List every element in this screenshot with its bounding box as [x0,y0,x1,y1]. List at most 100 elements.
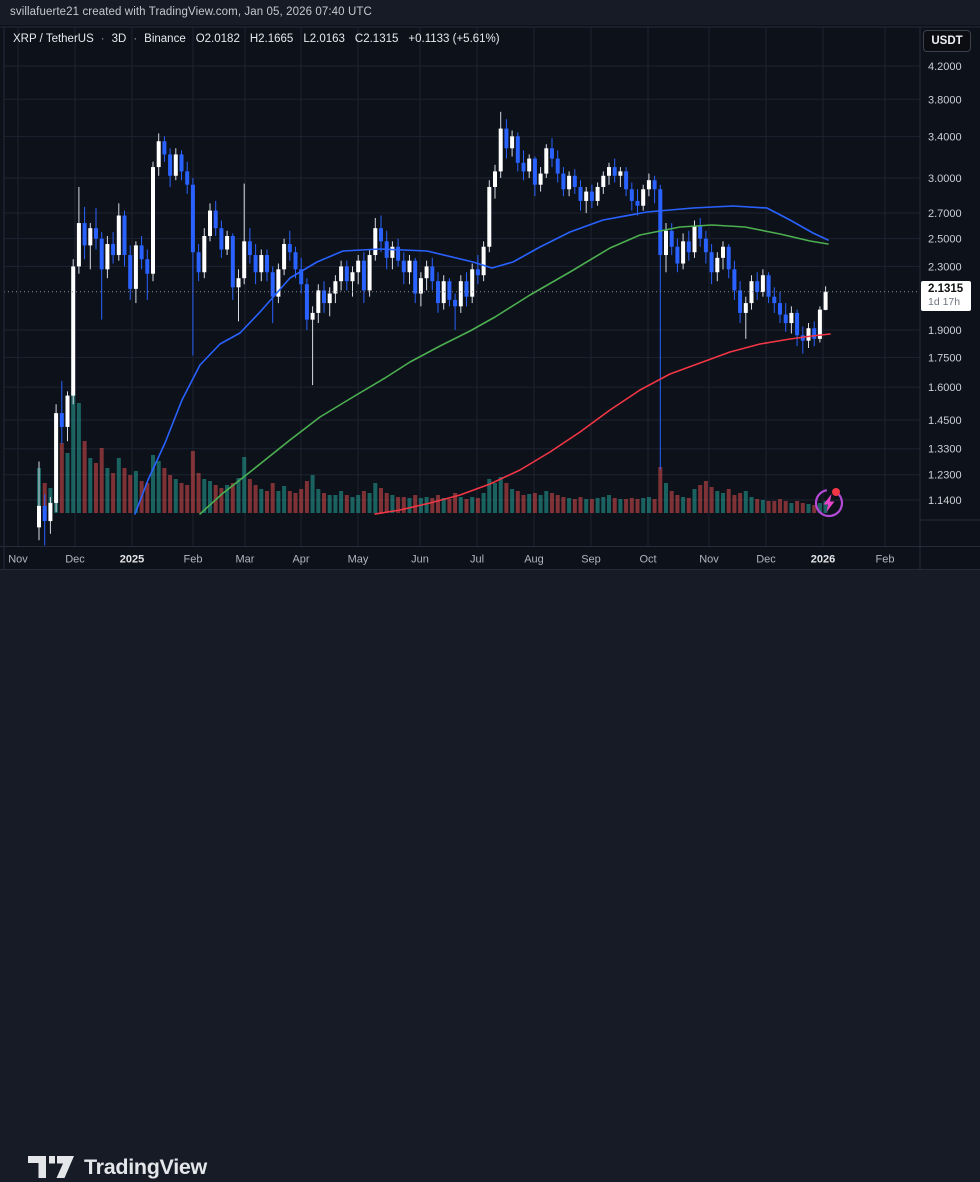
candle [287,244,292,253]
time-tick-label: Sep [581,554,601,566]
volume-bar [498,477,503,513]
volume-bar [698,485,703,513]
volume-bar [202,479,207,513]
candle [94,228,98,239]
volume-bar [236,478,241,513]
tradingview-logo-icon [28,1156,74,1178]
candle [418,278,423,294]
volume-bar [493,483,497,513]
volume-bar [242,457,247,513]
volume-bar [669,491,674,513]
volume-bar [561,497,566,513]
candle [54,413,59,503]
volume-bar [646,497,651,513]
price-scale[interactable]: 4.2000 3.8000 3.4000 3.0000 2.7000 2.5000 2.30… [928,61,962,507]
candle [527,158,532,172]
candle [37,505,41,528]
time-tick-label: Apr [292,554,309,566]
candle [179,154,184,172]
candle [88,228,93,246]
volume-bar [527,494,532,513]
volume-bar [259,489,264,513]
candle [99,238,104,270]
volume-bar [361,491,366,513]
volume-bar [795,501,800,513]
candle [772,296,777,304]
candle [823,291,828,310]
price-tick-label: 2.3000 [928,261,962,273]
candle [743,303,748,313]
volume-bar [390,495,395,513]
volume-bar [76,403,81,513]
candle [641,189,646,206]
attribution-text: svillafuerte21 created with TradingView.… [10,6,372,18]
candle [151,167,155,274]
last-price-badge: 2.1315 1d 17h [921,281,971,311]
candle [515,136,520,163]
volume-bar [168,475,173,513]
price-tick-label: 1.9000 [928,325,962,337]
volume-bar [567,498,572,513]
price-tick-label: 1.6000 [928,382,962,394]
candle [624,171,629,190]
volume-bar [641,498,646,513]
time-tick-label: Nov [8,554,28,566]
candle [242,241,247,279]
volume-bar [310,475,315,513]
candle [48,502,53,522]
candle [185,171,190,185]
candle [675,246,680,264]
time-axis[interactable]: Nov Dec 2025 Feb Mar Apr May Jun Jul Aug Sep Oct Nov… [8,554,894,566]
candle [538,173,543,185]
volume-bar [578,497,583,513]
volume-bar [185,485,190,513]
volume-bar [766,501,771,513]
candle [618,171,623,176]
volume-bar [624,499,629,513]
price-tick-label: 2.7000 [928,208,962,220]
volume-bar [601,497,606,513]
volume-bar [379,488,383,513]
candle [430,266,435,282]
candle [612,167,617,176]
candle [373,228,378,256]
volume-bar [475,498,480,513]
candle [778,303,782,315]
candle [498,128,503,172]
candle [629,189,634,201]
candle [669,230,674,247]
candle [470,269,475,297]
time-tick-label: Jul [470,554,484,566]
price-chart[interactable]: 4.2000 3.8000 3.4000 3.0000 2.7000 2.5000 2.30… [0,25,980,570]
volume-bar [658,467,663,513]
volume-bar [367,493,372,513]
volume-bar [675,495,680,513]
lightning-bolt-icon [823,494,835,512]
volume-bar [458,497,463,513]
candle [133,245,138,289]
candle [396,246,401,261]
candle [555,158,560,174]
candle [379,228,383,242]
currency-toggle-button[interactable]: USDT [923,30,971,52]
volume-bar [760,500,765,513]
volume-bar [99,448,104,513]
volume-bar [162,468,167,513]
candle [521,162,526,172]
volume-bar [778,499,782,513]
volume-bar [128,475,133,513]
candle [703,238,708,253]
candle [407,260,412,273]
volume-bar [544,491,549,513]
candle [635,200,640,206]
price-tick-label: 4.2000 [928,61,962,73]
volume-bar [373,483,378,513]
candle [139,245,144,260]
ma-mid-green-line [199,224,829,515]
top-bar: svillafuerte21 created with TradingView.… [0,0,980,25]
volume-bar [652,499,657,513]
candle [646,180,651,190]
candle [293,252,298,270]
candle [692,225,697,253]
tradingview-logo[interactable]: TradingView [27,1152,207,1182]
